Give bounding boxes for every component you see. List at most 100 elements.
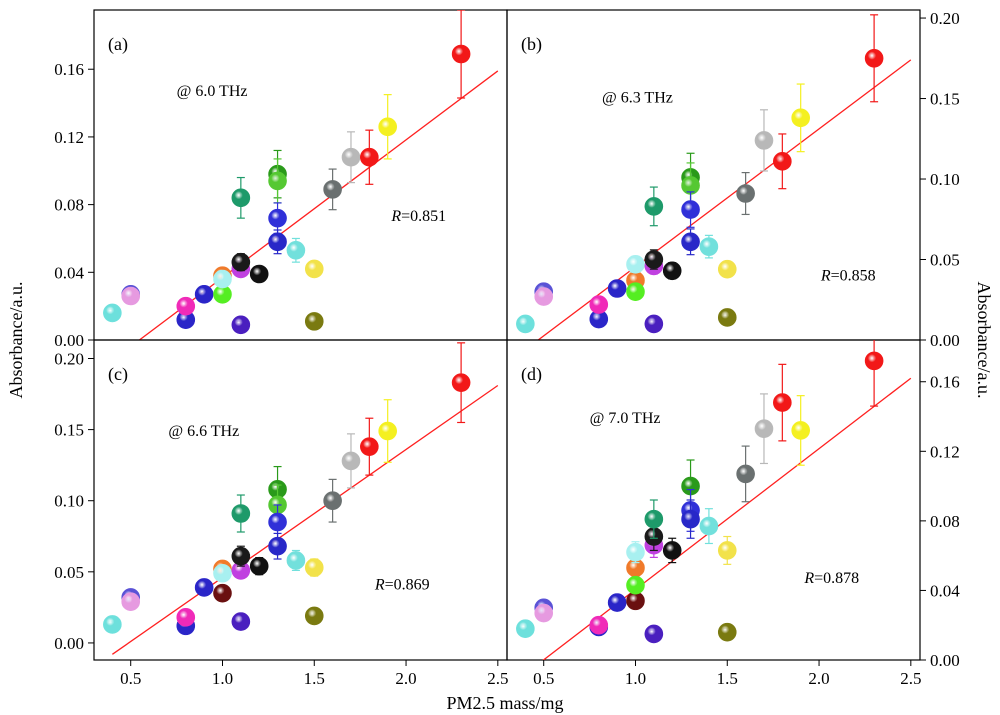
x-tick-label: 2.0 xyxy=(808,669,829,688)
data-point xyxy=(268,202,287,234)
data-marker xyxy=(268,232,287,252)
data-point xyxy=(286,237,306,263)
data-point xyxy=(589,295,609,314)
x-tick-label: 1.0 xyxy=(212,669,233,688)
data-marker xyxy=(231,546,251,566)
plot-area xyxy=(516,340,912,660)
data-marker xyxy=(644,314,664,334)
data-marker xyxy=(662,541,682,560)
data-marker xyxy=(699,237,719,256)
data-marker xyxy=(231,188,251,208)
data-marker xyxy=(451,373,471,392)
data-point xyxy=(231,545,251,567)
data-point xyxy=(644,624,664,644)
panel-label: (a) xyxy=(108,34,128,55)
data-point xyxy=(268,158,287,204)
data-point xyxy=(699,234,719,259)
data-marker xyxy=(268,208,287,228)
y-tick-label: 0.16 xyxy=(54,60,84,79)
data-marker xyxy=(607,593,627,612)
data-marker xyxy=(194,285,214,304)
data-marker xyxy=(699,516,719,536)
y-axis-title-left: Absorbance/a.u. xyxy=(6,282,26,399)
data-marker xyxy=(717,308,737,327)
y-tick-label: 0.12 xyxy=(930,442,960,461)
panel-label: (d) xyxy=(521,364,542,385)
panel-d: 0.00 0.04 0.08 0.12 0.16 0.5 1.0 1.5 2.0 2.5 (d) @ … xyxy=(506,339,960,688)
data-point xyxy=(773,133,792,190)
data-point xyxy=(626,255,645,274)
data-point xyxy=(451,342,471,424)
data-marker xyxy=(717,622,737,642)
y-tick-label: 0.04 xyxy=(930,581,960,600)
y-tick-label: 0.00 xyxy=(54,331,84,350)
y-tick-label: 0.10 xyxy=(54,492,84,511)
data-point xyxy=(360,129,379,185)
data-point xyxy=(231,315,251,335)
y-tick-label: 0.05 xyxy=(930,251,960,270)
data-point xyxy=(231,252,251,272)
x-tick-label: 0.5 xyxy=(533,669,554,688)
y-tick-label: 0.20 xyxy=(930,9,960,28)
data-marker xyxy=(754,419,774,438)
data-point xyxy=(736,445,755,503)
x-tick-label: 1.0 xyxy=(625,669,646,688)
data-point xyxy=(662,537,682,564)
data-marker xyxy=(103,303,122,323)
data-point xyxy=(231,494,251,533)
data-point xyxy=(194,285,214,304)
y-tick-label: 0.00 xyxy=(930,331,960,350)
data-point xyxy=(304,259,324,279)
data-point xyxy=(378,94,397,160)
panel-frame xyxy=(93,339,508,661)
data-marker xyxy=(681,509,700,529)
data-point xyxy=(231,612,251,631)
data-marker xyxy=(213,583,232,603)
y-tick-label: 0.08 xyxy=(54,196,84,215)
y-tick-label: 0.15 xyxy=(930,90,960,109)
x-tick-label: 1.5 xyxy=(304,669,325,688)
data-point xyxy=(103,615,122,634)
data-marker xyxy=(626,255,645,274)
correlation-label: R=0.878 xyxy=(803,570,859,587)
data-marker xyxy=(626,575,645,595)
data-point xyxy=(736,171,755,216)
data-point xyxy=(644,499,664,539)
data-point xyxy=(121,592,141,611)
data-marker xyxy=(176,608,196,627)
data-point xyxy=(194,578,214,597)
x-tick-label: 2.5 xyxy=(487,669,508,688)
panel-c: 0.00 0.05 0.10 0.15 0.20 0.5 1.0 1.5 2.0 2.5 (c) @ … xyxy=(54,339,508,688)
data-marker xyxy=(516,314,535,334)
data-point xyxy=(231,176,251,219)
data-point xyxy=(304,312,324,331)
data-point xyxy=(213,269,232,289)
data-point xyxy=(773,363,792,442)
x-tick-label: 2.5 xyxy=(900,669,921,688)
data-marker xyxy=(304,558,324,577)
data-point xyxy=(681,228,700,256)
data-point xyxy=(268,229,287,255)
data-marker xyxy=(451,44,471,64)
data-marker xyxy=(736,184,755,203)
data-point xyxy=(626,541,645,564)
panel-frame xyxy=(506,339,921,661)
data-marker xyxy=(194,578,214,597)
data-point xyxy=(607,593,627,612)
data-marker xyxy=(791,108,810,128)
data-point xyxy=(249,264,269,284)
data-point xyxy=(644,314,664,334)
data-point xyxy=(626,591,645,611)
data-marker xyxy=(213,269,232,289)
data-marker xyxy=(378,421,397,441)
data-point xyxy=(103,303,122,323)
data-point xyxy=(754,393,774,465)
data-marker xyxy=(626,591,645,611)
panel-a: 0.00 0.04 0.08 0.12 0.16 (a) @ 6.0 THz R=0.851 xyxy=(54,9,508,350)
data-marker xyxy=(864,48,884,68)
fit-line xyxy=(537,59,912,340)
data-marker xyxy=(644,509,664,529)
data-marker xyxy=(304,606,324,626)
y-tick-label: 0.16 xyxy=(930,373,960,392)
